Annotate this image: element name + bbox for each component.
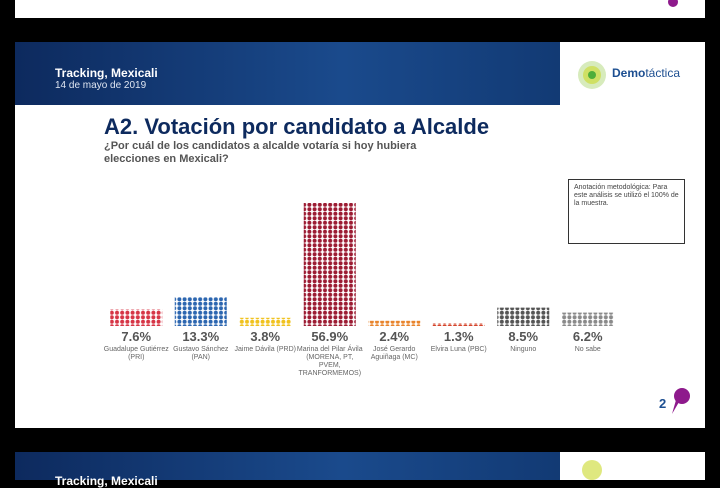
value-label: 13.3% — [182, 329, 220, 344]
logo-text: Demotáctica — [612, 66, 680, 80]
bar — [239, 317, 292, 326]
logo-left: Demo — [612, 66, 646, 80]
value-label: 2.4% — [379, 329, 410, 344]
category-label: No sabe — [574, 346, 601, 353]
header-title: Tracking, Mexicali — [55, 66, 158, 80]
bar — [110, 309, 163, 326]
annotation: Anotación metodológica: Para este anális… — [568, 179, 685, 244]
value-label: 8.5% — [508, 329, 539, 344]
page-number: 2 — [659, 396, 667, 411]
chart-title: A2. Votación por candidato a Alcalde — [104, 114, 490, 139]
logo-icon — [578, 61, 606, 480]
category-label: Jaime Dávila (PRD) — [234, 346, 296, 353]
bar — [561, 312, 614, 326]
bar — [432, 323, 485, 326]
bar — [303, 203, 356, 326]
category-label: Guadalupe Gutiérrez (PRI) — [103, 346, 169, 361]
chart-subtitle: ¿Por cuál de los candidatos a alcalde vo… — [104, 140, 417, 165]
prev-slide — [15, 0, 705, 18]
bar — [174, 297, 227, 326]
value-label: 1.3% — [443, 329, 474, 344]
header-band — [15, 42, 560, 105]
category-label: Marina del Pilar Ávila (MORENA, PT, PVEM… — [296, 346, 363, 377]
value-label: 3.8% — [250, 329, 281, 344]
corner-logo — [668, 0, 690, 414]
value-label: 7.6% — [121, 329, 152, 344]
category-label: José Gerardo Aguiñaga (MC) — [370, 346, 418, 361]
slide — [15, 42, 705, 428]
next-header-band — [15, 452, 560, 480]
category-label: Gustavo Sánchez (PAN) — [173, 346, 229, 361]
category-label: Ninguno — [510, 346, 537, 353]
value-label: 56.9% — [311, 329, 349, 344]
bar — [497, 307, 550, 326]
logo-right: táctica — [645, 66, 681, 80]
bar — [368, 320, 421, 326]
value-label: 6.2% — [572, 329, 603, 344]
header-date: 14 de mayo de 2019 — [55, 80, 147, 91]
category-label: Elvira Luna (PBC) — [430, 346, 487, 353]
